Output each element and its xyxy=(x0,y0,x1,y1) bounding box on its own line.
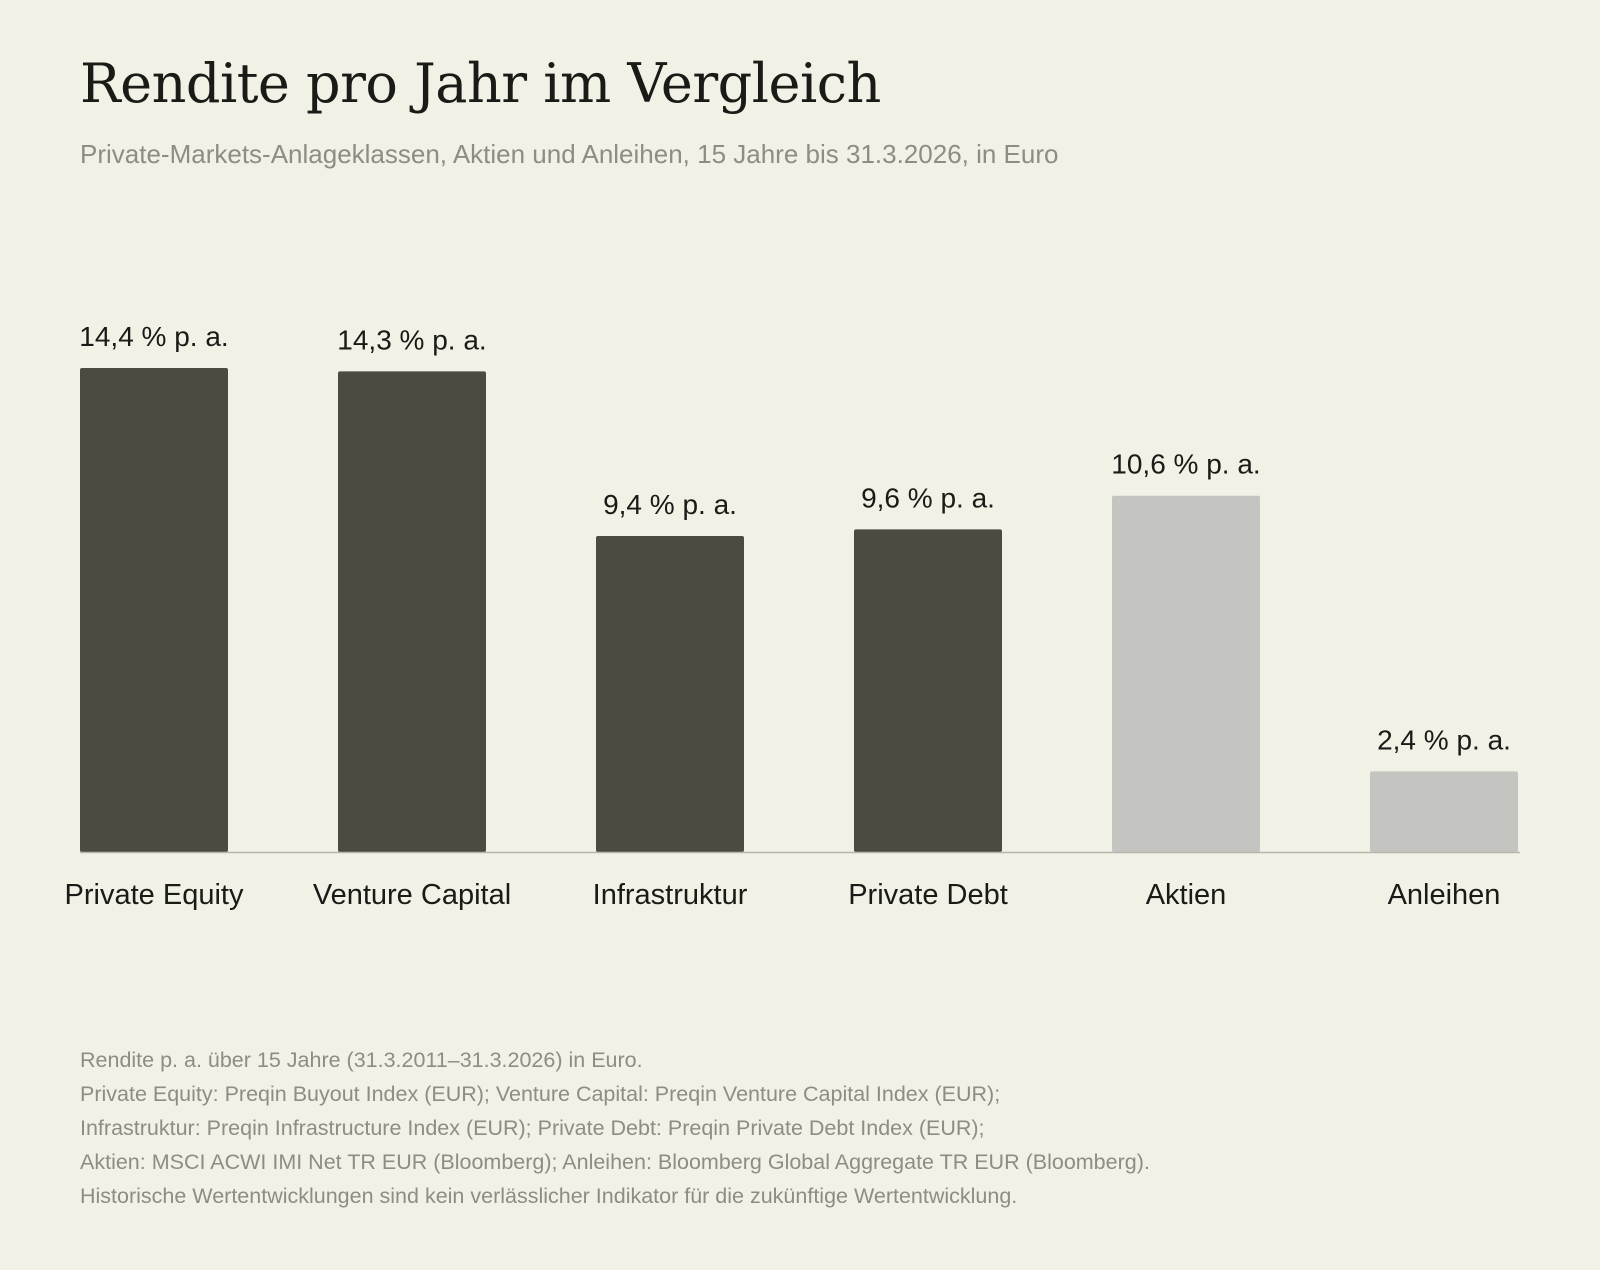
bar-private-equity xyxy=(80,368,228,852)
footnote-line: Aktien: MSCI ACWI IMI Net TR EUR (Bloomb… xyxy=(80,1150,1150,1174)
bar-aktien xyxy=(1112,495,1260,852)
chart-title: Rendite pro Jahr im Vergleich xyxy=(80,52,881,115)
data-label: 2,4 % p. a. xyxy=(1377,724,1511,755)
category-label: Private Debt xyxy=(848,879,1008,911)
category-label: Anleihen xyxy=(1388,879,1501,911)
data-label: 9,6 % p. a. xyxy=(861,482,995,513)
data-label: 14,4 % p. a. xyxy=(79,321,228,352)
footnote-line: Private Equity: Preqin Buyout Index (EUR… xyxy=(80,1082,1001,1106)
data-label: 10,6 % p. a. xyxy=(1111,449,1260,480)
footnote-line: Historische Wertentwicklungen sind kein … xyxy=(80,1184,1018,1208)
bar-private-debt xyxy=(854,529,1002,852)
data-label: 9,4 % p. a. xyxy=(603,489,737,520)
bar-venture-capital xyxy=(338,371,486,852)
category-label: Aktien xyxy=(1146,879,1227,911)
category-label: Venture Capital xyxy=(313,879,511,911)
bar-infrastruktur xyxy=(596,536,744,852)
category-label: Infrastruktur xyxy=(593,879,748,911)
data-label: 14,3 % p. a. xyxy=(337,324,486,355)
category-label: Private Equity xyxy=(65,879,244,911)
footnote-line: Rendite p. a. über 15 Jahre (31.3.2011–3… xyxy=(80,1048,643,1072)
bar-chart: 14,4 % p. a. Private Equity 14,3 % p. a. Ve… xyxy=(65,321,1520,911)
footnote-line: Infrastruktur: Preqin Infrastructure Ind… xyxy=(80,1116,985,1140)
chart-subtitle: Private-Markets-Anlageklassen, Aktien un… xyxy=(80,139,1059,169)
bar-anleihen xyxy=(1370,771,1518,852)
footnotes: Rendite p. a. über 15 Jahre (31.3.2011–3… xyxy=(80,1043,1150,1213)
